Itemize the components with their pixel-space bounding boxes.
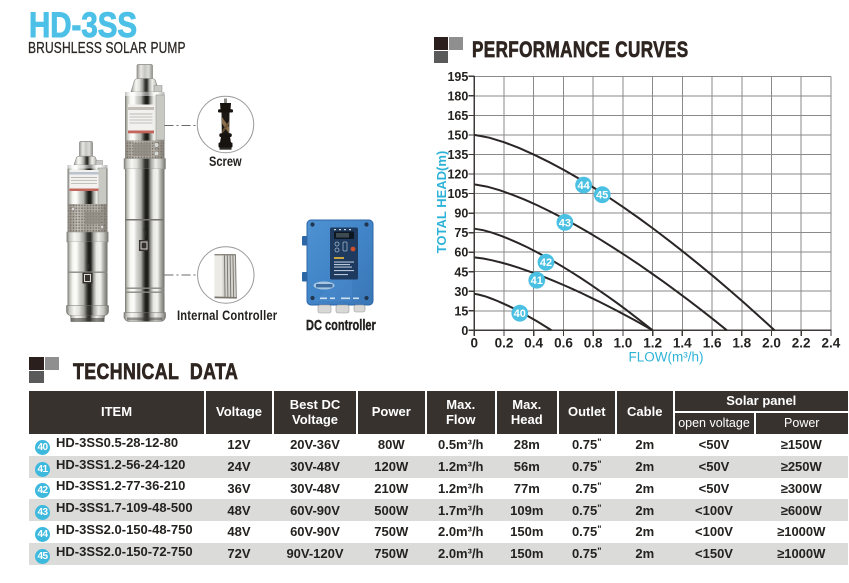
svg-text:TOTAL HEAD(m): TOTAL HEAD(m) xyxy=(434,151,449,254)
svg-text:1.6: 1.6 xyxy=(703,336,722,351)
svg-text:15: 15 xyxy=(454,304,468,318)
svg-text:195: 195 xyxy=(447,70,468,84)
svg-text:135: 135 xyxy=(447,148,468,162)
svg-text:90: 90 xyxy=(454,207,468,221)
svg-text:120: 120 xyxy=(447,168,468,182)
svg-text:105: 105 xyxy=(447,187,468,201)
svg-text:75: 75 xyxy=(454,226,468,240)
svg-text:2.0: 2.0 xyxy=(762,336,781,351)
svg-text:30: 30 xyxy=(454,285,468,299)
svg-text:45: 45 xyxy=(454,265,468,279)
svg-text:0.6: 0.6 xyxy=(554,336,573,351)
svg-text:0.8: 0.8 xyxy=(584,336,603,351)
svg-text:0.4: 0.4 xyxy=(524,336,543,351)
svg-text:60: 60 xyxy=(454,246,468,260)
svg-text:41: 41 xyxy=(531,275,543,287)
svg-text:165: 165 xyxy=(447,109,468,123)
svg-text:FLOW(m³/h): FLOW(m³/h) xyxy=(629,350,704,365)
svg-text:2.2: 2.2 xyxy=(792,336,811,351)
svg-text:1.2: 1.2 xyxy=(643,336,662,351)
svg-text:0.2: 0.2 xyxy=(495,336,514,351)
svg-text:180: 180 xyxy=(447,89,468,103)
svg-text:0: 0 xyxy=(461,324,468,338)
svg-text:45: 45 xyxy=(596,190,608,202)
svg-text:40: 40 xyxy=(514,308,526,320)
svg-text:0: 0 xyxy=(471,336,479,351)
svg-text:1.0: 1.0 xyxy=(614,336,633,351)
svg-text:43: 43 xyxy=(559,217,571,229)
svg-text:2.4: 2.4 xyxy=(822,336,841,351)
svg-text:1.8: 1.8 xyxy=(732,336,751,351)
svg-text:150: 150 xyxy=(447,129,468,143)
svg-text:1.4: 1.4 xyxy=(673,336,692,351)
svg-text:44: 44 xyxy=(577,180,590,192)
svg-text:42: 42 xyxy=(540,257,552,269)
